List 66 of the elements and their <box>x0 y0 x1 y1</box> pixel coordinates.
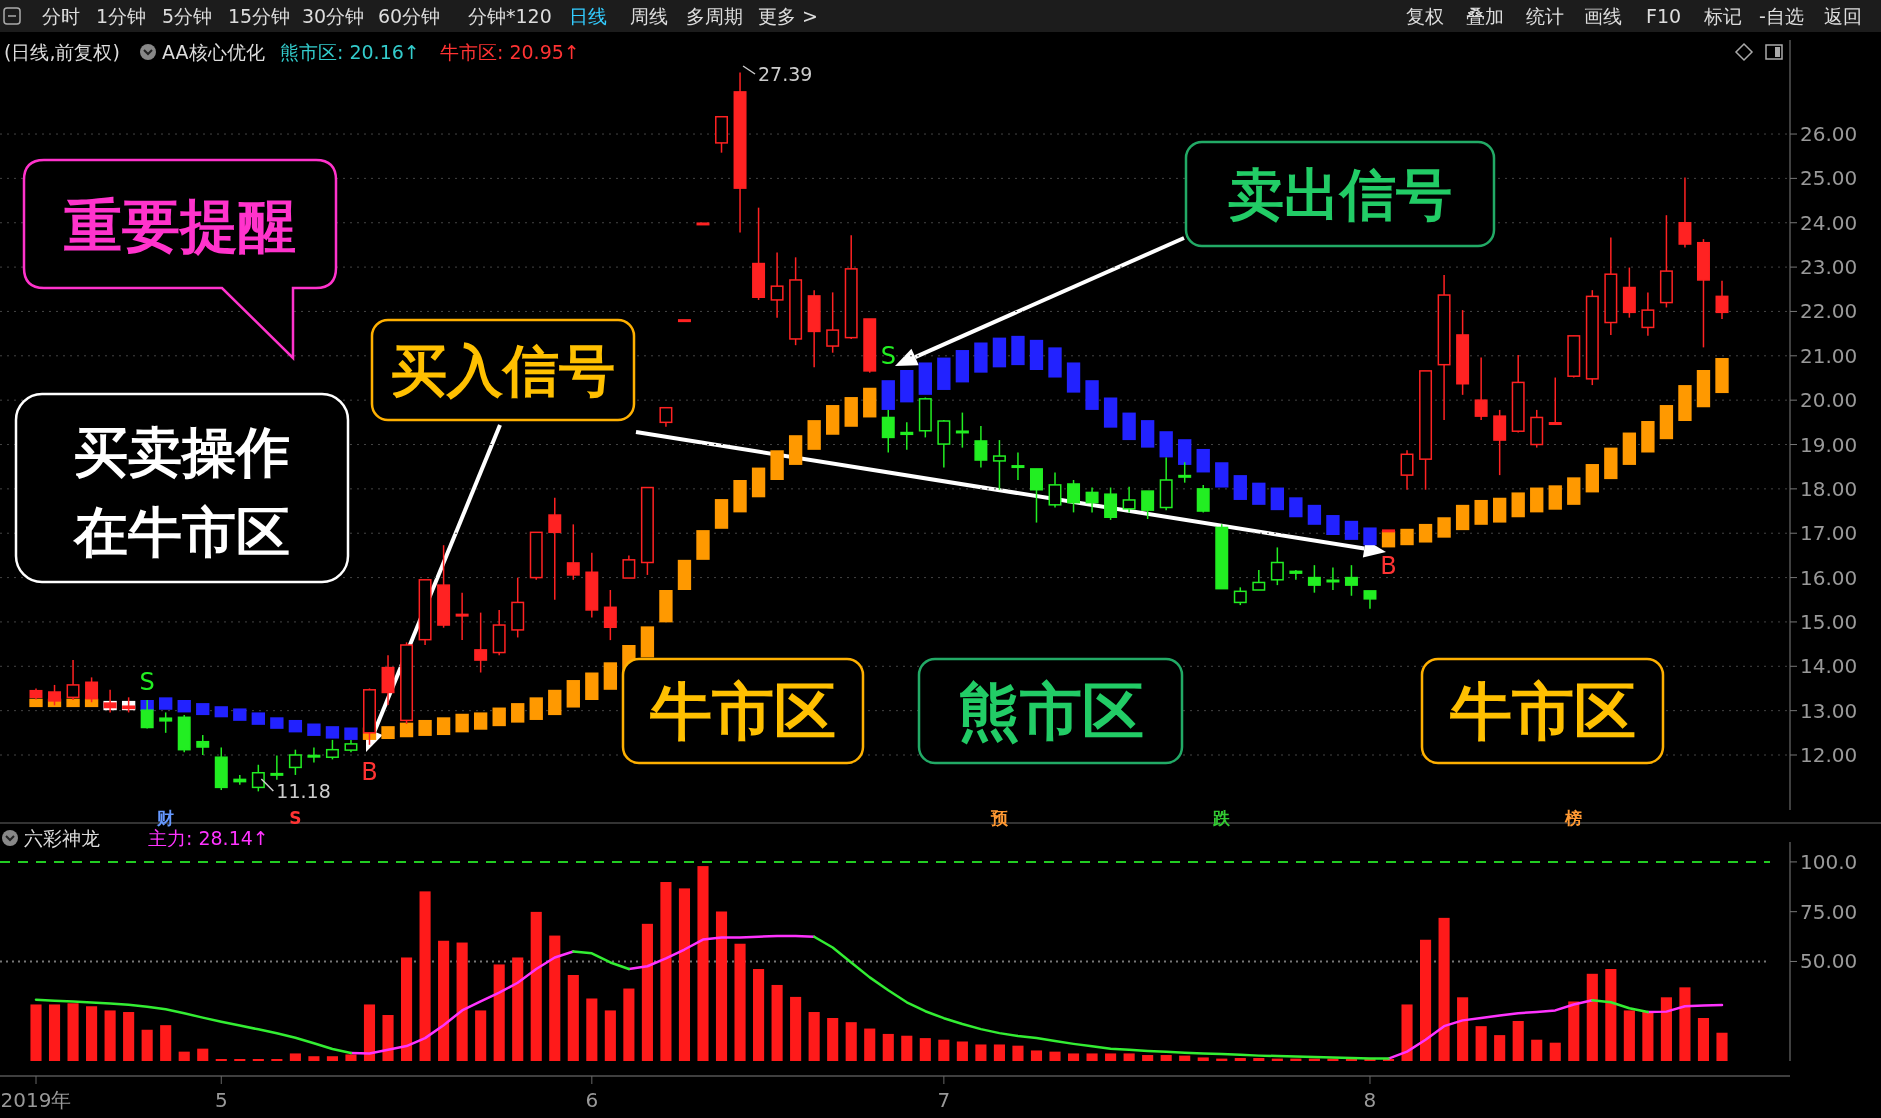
x-tick-label: 7 <box>937 1088 951 1112</box>
text: 5分钟 <box>162 5 213 27</box>
text: -自选 <box>1759 5 1804 27</box>
y-tick-label: 50.00 <box>1800 949 1858 974</box>
text: 标记 <box>1703 5 1742 27</box>
annotation: 熊市区 <box>957 674 1144 748</box>
x-tick-label: 6 <box>585 1088 599 1112</box>
text: 多周期 <box>686 5 743 27</box>
y-tick-label: 17.00 <box>1800 521 1858 546</box>
x-tick-label: 8 <box>1363 1088 1377 1112</box>
annotation: 牛市区: 20.95↑ <box>440 41 580 63</box>
y-tick-label: 75.00 <box>1800 899 1858 924</box>
annotation: 预 <box>989 808 1009 828</box>
y-tick-label: 16.00 <box>1800 565 1858 590</box>
y-tick-label: 19.00 <box>1800 432 1858 457</box>
chart-title: (日线,前复权) <box>4 41 120 63</box>
text: 60分钟 <box>378 5 441 27</box>
text: 画线 <box>1584 5 1622 27</box>
annotation: S <box>289 808 302 828</box>
text: 复权 <box>1406 5 1444 27</box>
y-tick-label: 14.00 <box>1800 654 1858 679</box>
chart-subtitle: AA核心优化 <box>162 41 265 63</box>
annotation: S <box>880 342 896 370</box>
text: 更多 > <box>758 5 818 27</box>
text: 统计 <box>1526 5 1564 27</box>
annotation: 27.39 <box>758 63 813 85</box>
annotation: 跌 <box>1212 808 1232 828</box>
y-tick-label: 22.00 <box>1800 299 1858 324</box>
annotation: B <box>1380 552 1397 580</box>
annotation: S <box>139 668 155 696</box>
chart-title: 六彩神龙 <box>24 827 100 849</box>
annotation: 卖出信号 <box>1228 161 1452 227</box>
text: 15分钟 <box>228 5 291 27</box>
x-tick-label: 2019年 <box>0 1088 72 1112</box>
text: 分时 <box>42 5 80 27</box>
text: 分钟*120 <box>468 5 552 27</box>
annotation: 榜 <box>1564 808 1583 828</box>
y-tick-label: 26.00 <box>1800 122 1858 147</box>
annotation: 11.18 <box>276 780 331 802</box>
annotation: 主力: 28.14↑ <box>148 827 269 849</box>
annotation: 重要提醒 <box>64 192 296 260</box>
annotation: 财 <box>156 808 175 828</box>
y-tick-label: 15.00 <box>1800 609 1858 634</box>
text: 叠加 <box>1466 5 1504 27</box>
annotation: 买卖操作在牛市区 <box>72 420 290 564</box>
text: 30分钟 <box>302 5 365 27</box>
text: 周线 <box>630 5 668 27</box>
y-tick-label: 23.00 <box>1800 255 1858 280</box>
annotation: 熊市区: 20.16↑ <box>280 41 420 63</box>
y-tick-label: 13.00 <box>1800 698 1858 723</box>
annotation: 牛市区 <box>1449 674 1636 748</box>
y-tick-label: 24.00 <box>1800 210 1858 235</box>
text: F10 <box>1646 5 1682 27</box>
text: 日线 <box>569 5 607 27</box>
x-tick-label: 5 <box>214 1088 228 1112</box>
annotation: 买入信号 <box>391 337 615 403</box>
text: 1分钟 <box>96 5 147 27</box>
y-tick-label: 100.0 <box>1800 849 1858 874</box>
y-tick-label: 18.00 <box>1800 476 1858 501</box>
annotation: B <box>361 758 378 786</box>
text: 返回 <box>1824 5 1862 27</box>
y-tick-label: 20.00 <box>1800 388 1858 413</box>
y-tick-label: 21.00 <box>1800 343 1858 368</box>
annotation: 牛市区 <box>650 674 836 748</box>
y-tick-label: 12.00 <box>1800 743 1858 767</box>
y-tick-label: 25.00 <box>1800 166 1858 191</box>
